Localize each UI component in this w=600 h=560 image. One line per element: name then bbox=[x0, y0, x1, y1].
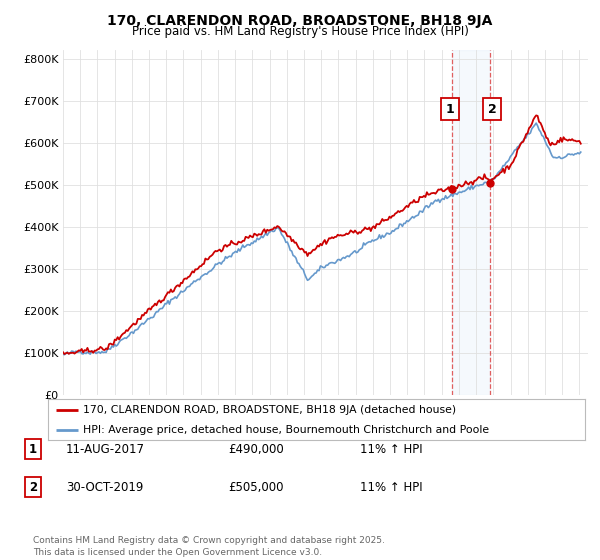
Text: 2: 2 bbox=[488, 102, 496, 116]
Text: 2: 2 bbox=[29, 480, 37, 494]
Text: £490,000: £490,000 bbox=[228, 442, 284, 456]
Text: Price paid vs. HM Land Registry's House Price Index (HPI): Price paid vs. HM Land Registry's House … bbox=[131, 25, 469, 38]
Text: 1: 1 bbox=[445, 102, 454, 116]
Text: £505,000: £505,000 bbox=[228, 480, 284, 494]
Text: 30-OCT-2019: 30-OCT-2019 bbox=[66, 480, 143, 494]
Text: 11-AUG-2017: 11-AUG-2017 bbox=[66, 442, 145, 456]
Text: 170, CLARENDON ROAD, BROADSTONE, BH18 9JA (detached house): 170, CLARENDON ROAD, BROADSTONE, BH18 9J… bbox=[83, 405, 456, 415]
Text: 11% ↑ HPI: 11% ↑ HPI bbox=[360, 442, 422, 456]
Bar bbox=[452, 50, 490, 395]
Text: 170, CLARENDON ROAD, BROADSTONE, BH18 9JA: 170, CLARENDON ROAD, BROADSTONE, BH18 9J… bbox=[107, 14, 493, 28]
Text: Contains HM Land Registry data © Crown copyright and database right 2025.
This d: Contains HM Land Registry data © Crown c… bbox=[33, 536, 385, 557]
Text: 11% ↑ HPI: 11% ↑ HPI bbox=[360, 480, 422, 494]
Text: 1: 1 bbox=[29, 442, 37, 456]
Text: HPI: Average price, detached house, Bournemouth Christchurch and Poole: HPI: Average price, detached house, Bour… bbox=[83, 424, 489, 435]
